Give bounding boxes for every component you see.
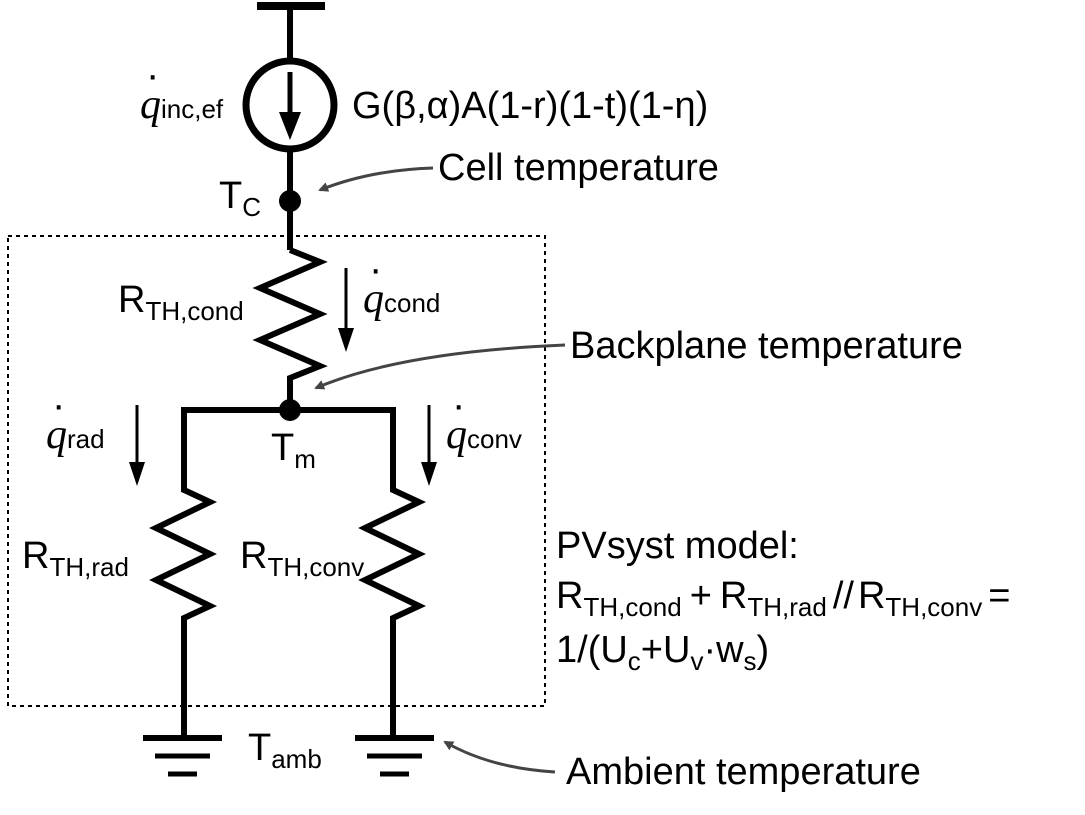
resistor-conv-label: RTH,conv bbox=[240, 535, 364, 582]
heat-source-arrow-head bbox=[279, 112, 301, 140]
resistor-rad bbox=[149, 410, 218, 736]
flux-rad-arrow bbox=[129, 405, 145, 486]
model-title: PVsyst model: bbox=[556, 525, 799, 567]
flux-cond-arrow bbox=[338, 268, 354, 352]
callout-arrow-cell bbox=[318, 166, 434, 192]
cell-temperature-symbol: TC bbox=[219, 175, 261, 222]
resistor-conv bbox=[358, 410, 427, 736]
callout-arrow-backplane bbox=[314, 343, 566, 390]
flux-rad-label: qrad bbox=[46, 412, 105, 458]
flux-inc-dot: · bbox=[146, 53, 159, 97]
model-equation-line2: 1/(Uc+Uv·ws) bbox=[556, 629, 769, 676]
flux-conv-dot: · bbox=[452, 383, 465, 427]
resistor-rad-label: RTH,rad bbox=[22, 535, 129, 582]
callout-backplane-text: Backplane temperature bbox=[570, 325, 963, 367]
flux-rad-dot: · bbox=[52, 383, 65, 427]
resistor-cond-label: RTH,cond bbox=[118, 279, 244, 326]
flux-cond-label: qcond bbox=[363, 276, 440, 322]
ground-right bbox=[355, 735, 434, 777]
module-boundary bbox=[7, 235, 546, 707]
callout-arrow-ambient bbox=[443, 740, 556, 774]
source-expression: G(β,α)A(1-r)(1-t)(1-η) bbox=[352, 85, 708, 127]
ground-left bbox=[143, 735, 222, 777]
flux-inc-label: qinc,ef bbox=[140, 82, 224, 128]
callout-cell-text: Cell temperature bbox=[438, 147, 719, 189]
backplane-temperature-symbol: Tm bbox=[271, 427, 316, 474]
backplane-node bbox=[279, 399, 301, 421]
flux-cond-dot: · bbox=[369, 247, 382, 291]
model-equation-line1: RTH,cond + RTH,rad//RTH,conv = bbox=[556, 575, 1010, 622]
flux-conv-arrow bbox=[421, 405, 437, 486]
ambient-temperature-symbol: Tamb bbox=[248, 727, 322, 774]
resistor-cond bbox=[252, 247, 328, 410]
callout-ambient-text: Ambient temperature bbox=[566, 751, 921, 793]
flux-conv-label: qconv bbox=[446, 412, 522, 458]
cell-node bbox=[279, 190, 301, 212]
